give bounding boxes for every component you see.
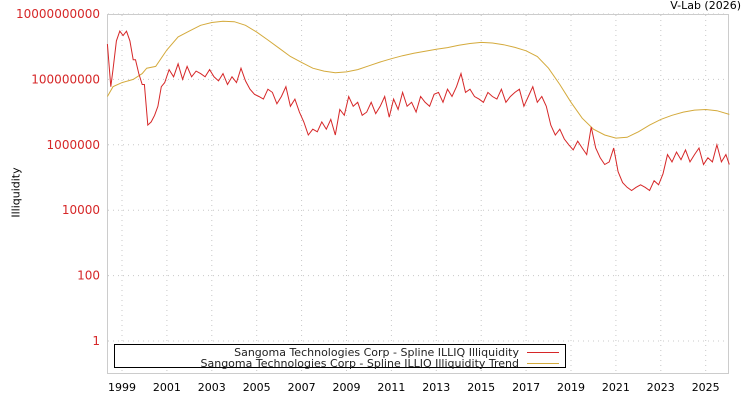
y-tick-label: 100 bbox=[77, 269, 100, 283]
legend-label: Sangoma Technologies Corp - Spline ILLIQ… bbox=[200, 356, 520, 370]
x-tick-label: 2013 bbox=[422, 381, 450, 394]
legend-swatch-red-line-icon bbox=[527, 351, 559, 353]
x-axis-ticks: 1999 2001 2003 2005 2007 2009 2011 2013 2015 2017… bbox=[108, 381, 720, 394]
x-tick-label: 2025 bbox=[692, 381, 720, 394]
y-tick-label: 1000000 bbox=[47, 138, 100, 152]
chart-credit: V-Lab (2026) bbox=[670, 0, 741, 12]
legend-item-trend: Sangoma Technologies Corp - Spline ILLIQ… bbox=[200, 356, 559, 370]
x-tick-label: 2005 bbox=[243, 381, 271, 394]
chart-legend: Sangoma Technologies Corp - Spline ILLIQ… bbox=[114, 344, 566, 370]
y-tick-label: 100000000 bbox=[31, 72, 100, 86]
x-tick-label: 2011 bbox=[377, 381, 405, 394]
y-axis-label: Illiquidity bbox=[9, 167, 23, 218]
x-tick-label: 2007 bbox=[288, 381, 316, 394]
x-tick-label: 2023 bbox=[647, 381, 675, 394]
y-tick-label: 1 bbox=[92, 334, 100, 348]
trend-series-line bbox=[106, 20, 730, 139]
x-tick-label: 2017 bbox=[512, 381, 540, 394]
x-tick-label: 2019 bbox=[557, 381, 585, 394]
x-tick-label: 2009 bbox=[333, 381, 361, 394]
legend-label: Sangoma Technologies Corp - Spline ILLIQ… bbox=[234, 345, 519, 359]
x-tick-label: 1999 bbox=[108, 381, 136, 394]
x-tick-label: 2015 bbox=[467, 381, 495, 394]
x-tick-label: 2001 bbox=[153, 381, 181, 394]
legend-item-illiquidity: Sangoma Technologies Corp - Spline ILLIQ… bbox=[234, 345, 559, 359]
x-tick-label: 2003 bbox=[198, 381, 226, 394]
illiquidity-series-line bbox=[106, 30, 730, 192]
gridlines bbox=[108, 13, 728, 373]
plot-frame bbox=[107, 14, 729, 374]
legend-swatch-gold-line-icon bbox=[527, 362, 559, 364]
x-tick-label: 2021 bbox=[602, 381, 630, 394]
y-tick-label: 10000000000 bbox=[16, 7, 100, 21]
y-tick-label: 10000 bbox=[62, 203, 100, 217]
y-axis-ticks: 1 100 10000 1000000 100000000 10000000000 bbox=[16, 7, 100, 348]
